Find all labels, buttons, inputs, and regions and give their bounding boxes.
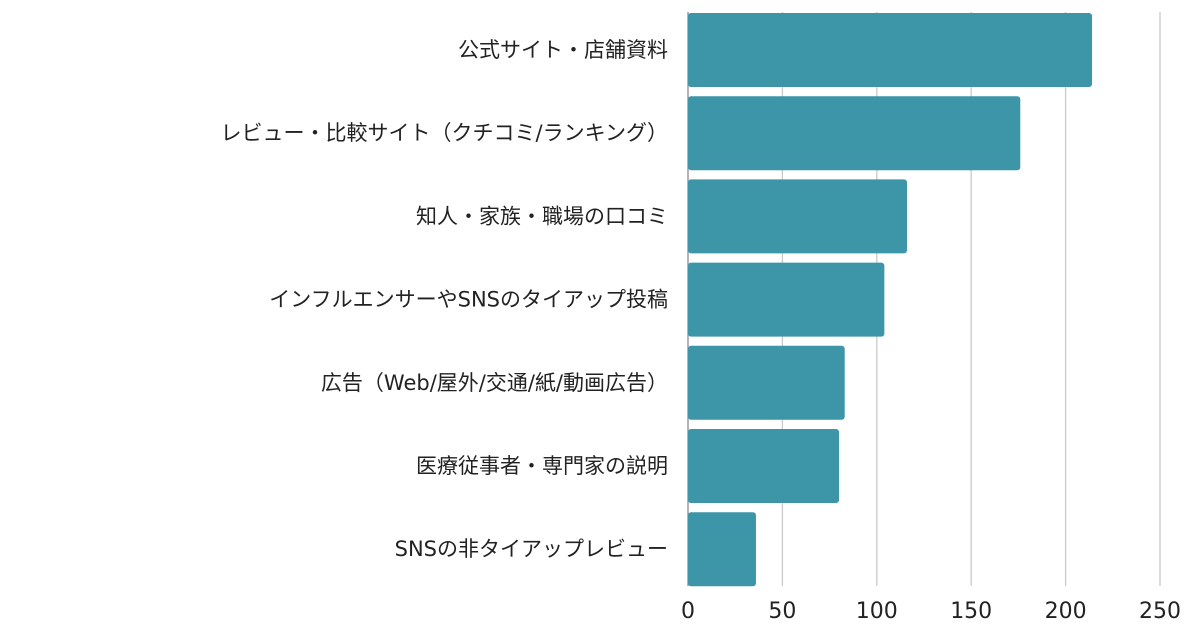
category-label: 公式サイト・店舗資料 (458, 38, 668, 62)
bar (688, 512, 756, 587)
bar (688, 345, 845, 420)
x-tick-label: 0 (681, 599, 695, 624)
bar (688, 13, 1093, 87)
x-tick-label: 250 (1139, 599, 1181, 624)
bar-layer (688, 13, 1093, 587)
x-tick-label: 200 (1045, 599, 1087, 624)
category-label: SNSの非タイアップレビュー (395, 537, 668, 561)
x-tick-label: 50 (768, 599, 796, 624)
bar (688, 179, 908, 254)
x-axis-ticks: 0 50 100 150 200 250 (681, 599, 1181, 624)
bar (688, 96, 1021, 171)
category-label: 医療従事者・専門家の説明 (416, 454, 668, 478)
category-label: レビュー・比較サイト（クチコミ/ランキング） (221, 121, 668, 145)
category-label: 知人・家族・職場の口コミ (416, 204, 668, 228)
bar (688, 262, 885, 337)
x-tick-label: 100 (856, 599, 898, 624)
x-tick-label: 150 (950, 599, 992, 624)
bar (688, 429, 840, 503)
category-label: インフルエンサーやSNSのタイアップ投稿 (269, 288, 668, 312)
category-label: 広告（Web/屋外/交通/紙/動画広告） (321, 371, 668, 395)
